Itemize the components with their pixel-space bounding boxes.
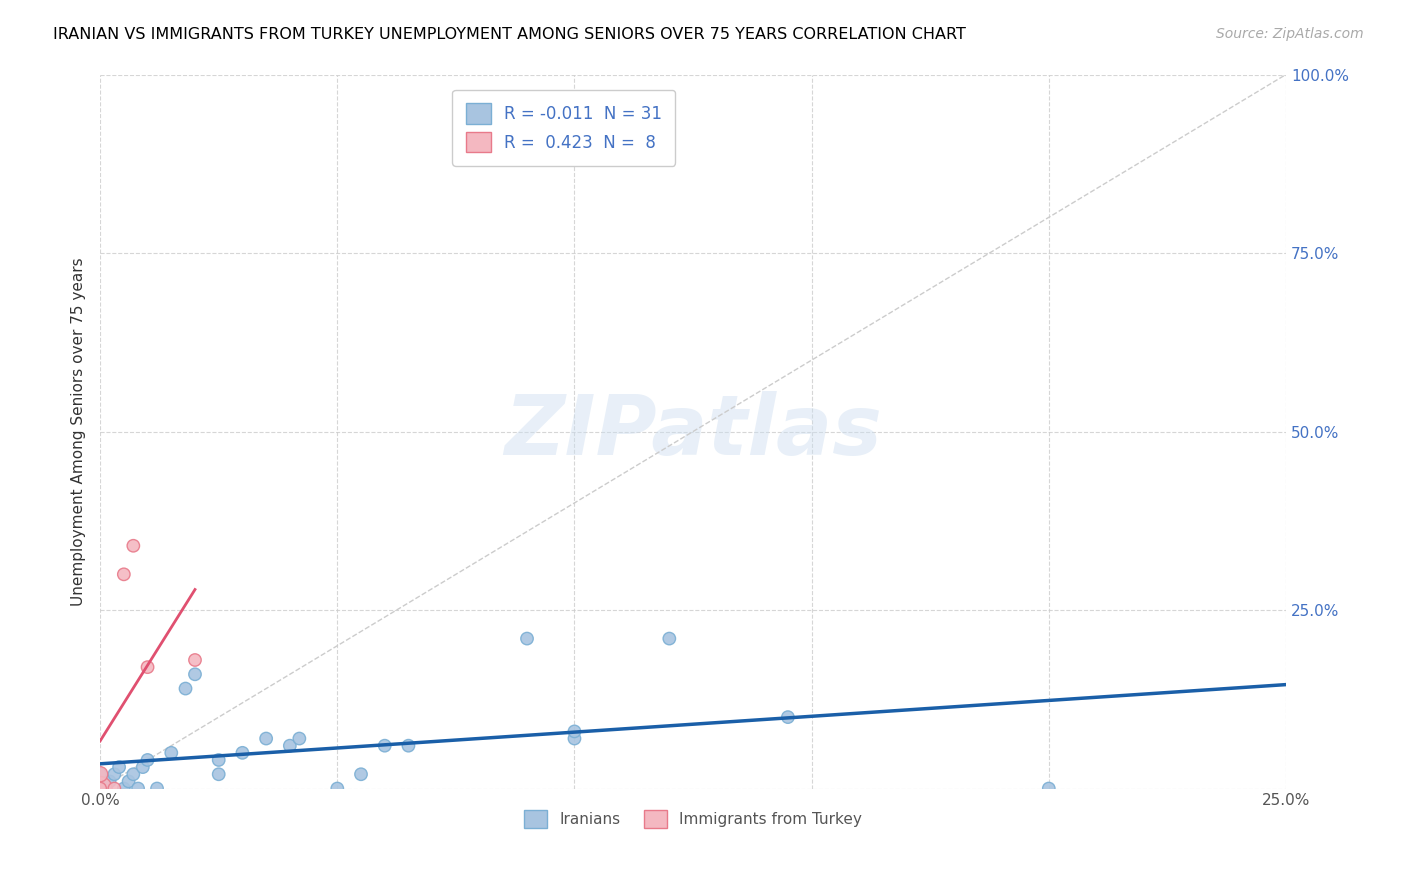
Point (117, 774, 139, 789)
Point (122, 539, 145, 553)
Point (89, 781, 111, 796)
Point (112, 781, 135, 796)
Point (103, 767, 125, 781)
Point (136, 660, 159, 674)
Point (564, 724, 586, 739)
Legend: Iranians, Immigrants from Turkey: Iranians, Immigrants from Turkey (519, 804, 868, 834)
Point (122, 767, 145, 781)
Point (326, 781, 349, 796)
Point (1038, 781, 1060, 796)
Point (89, 767, 111, 781)
Point (516, 632, 538, 646)
Y-axis label: Unemployment Among Seniors over 75 years: Unemployment Among Seniors over 75 years (72, 257, 86, 606)
Text: IRANIAN VS IMMIGRANTS FROM TURKEY UNEMPLOYMENT AMONG SENIORS OVER 75 YEARS CORRE: IRANIAN VS IMMIGRANTS FROM TURKEY UNEMPL… (53, 27, 966, 42)
Point (288, 731, 311, 746)
Point (174, 681, 197, 696)
Point (254, 731, 277, 746)
Point (146, 781, 169, 796)
Point (184, 667, 207, 681)
Point (231, 746, 253, 760)
Point (108, 760, 131, 774)
Text: Source: ZipAtlas.com: Source: ZipAtlas.com (1216, 27, 1364, 41)
Point (89, 781, 111, 796)
Point (127, 781, 149, 796)
Point (103, 781, 125, 796)
Point (398, 739, 420, 753)
Point (89, 781, 111, 796)
Point (132, 760, 155, 774)
Point (98, 774, 121, 789)
Point (278, 739, 301, 753)
Point (208, 767, 231, 781)
Text: ZIPatlas: ZIPatlas (505, 391, 882, 472)
Point (564, 731, 586, 746)
Point (112, 567, 135, 582)
Point (136, 753, 159, 767)
Point (658, 632, 681, 646)
Point (184, 653, 207, 667)
Point (350, 767, 373, 781)
Point (160, 746, 183, 760)
Point (776, 710, 799, 724)
Point (208, 753, 231, 767)
Point (374, 739, 396, 753)
Point (89, 767, 111, 781)
